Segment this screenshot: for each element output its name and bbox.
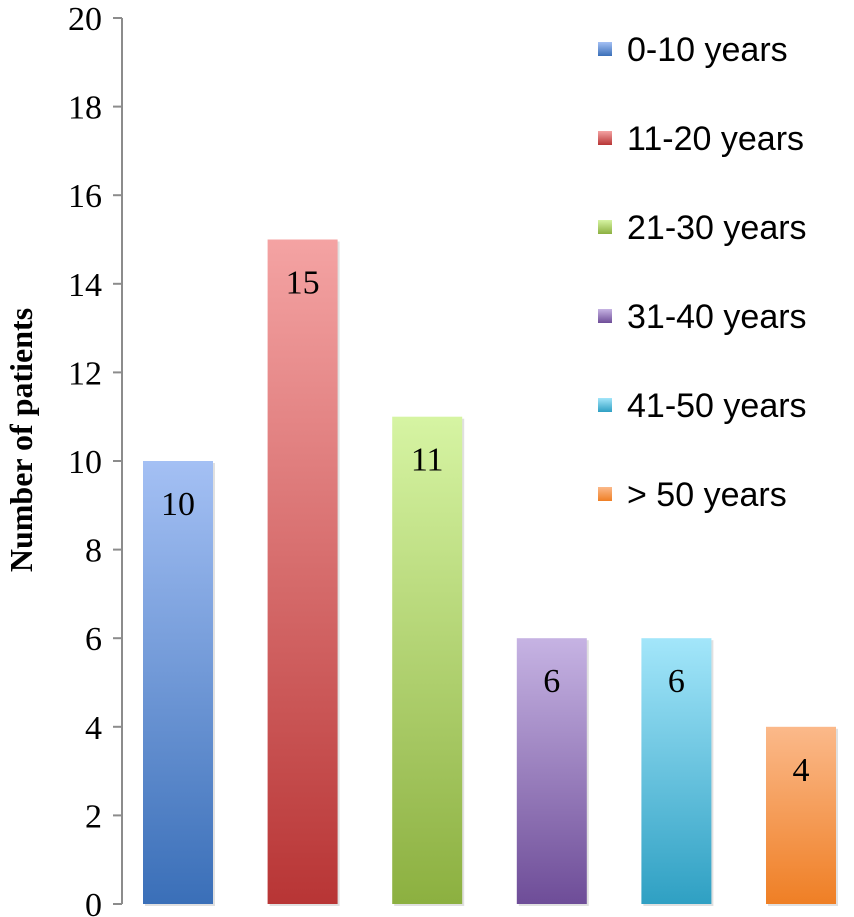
data-label: 4: [793, 752, 810, 789]
bar-50-years: [766, 726, 836, 904]
data-label: 15: [286, 265, 320, 302]
y-tick-label: 18: [68, 90, 102, 127]
legend-swatch: [598, 398, 612, 412]
legend-swatch: [598, 487, 612, 501]
y-tick-label: 0: [85, 887, 102, 917]
data-label: 11: [411, 442, 444, 479]
y-tick-label: 2: [85, 798, 102, 835]
data-label: 6: [543, 663, 560, 700]
legend-swatch: [598, 131, 612, 145]
bar-11-20-years: [267, 239, 338, 904]
bar-21-30-years: [392, 416, 463, 904]
y-axis-label: Number of patients: [3, 308, 39, 572]
legend-label: 11-20 years: [627, 120, 804, 158]
y-tick-label: 8: [85, 533, 102, 570]
bar-41-50-years: [641, 638, 712, 904]
legend-swatch: [598, 220, 612, 234]
y-tick-label: 6: [85, 621, 102, 658]
legend: 0-10 years 11-20 years 21-30 years 31-40 ye…: [598, 31, 807, 514]
y-tick-label: 14: [68, 267, 102, 304]
legend-swatch: [598, 42, 612, 56]
bars: 10 15 11 6 6 4: [143, 239, 838, 906]
legend-label: 21-30 years: [627, 209, 807, 247]
y-axis: 0 2 4 6 8 10 12 14 16 18 20: [68, 1, 123, 917]
y-tick-label: 10: [68, 444, 102, 481]
legend-label: 31-40 years: [627, 298, 807, 336]
legend-label: 41-50 years: [627, 387, 807, 425]
y-tick-label: 12: [68, 355, 102, 392]
legend-label: > 50 years: [627, 476, 787, 514]
data-label: 6: [668, 663, 685, 700]
y-tick-label: 16: [68, 178, 102, 215]
legend-label: 0-10 years: [627, 31, 788, 69]
y-tick-label: 4: [85, 710, 102, 747]
data-label: 10: [161, 486, 195, 523]
bar-0-10-years: [143, 461, 213, 904]
bar-31-40-years: [516, 638, 587, 904]
legend-swatch: [598, 309, 612, 323]
y-tick-label: 20: [68, 1, 102, 38]
